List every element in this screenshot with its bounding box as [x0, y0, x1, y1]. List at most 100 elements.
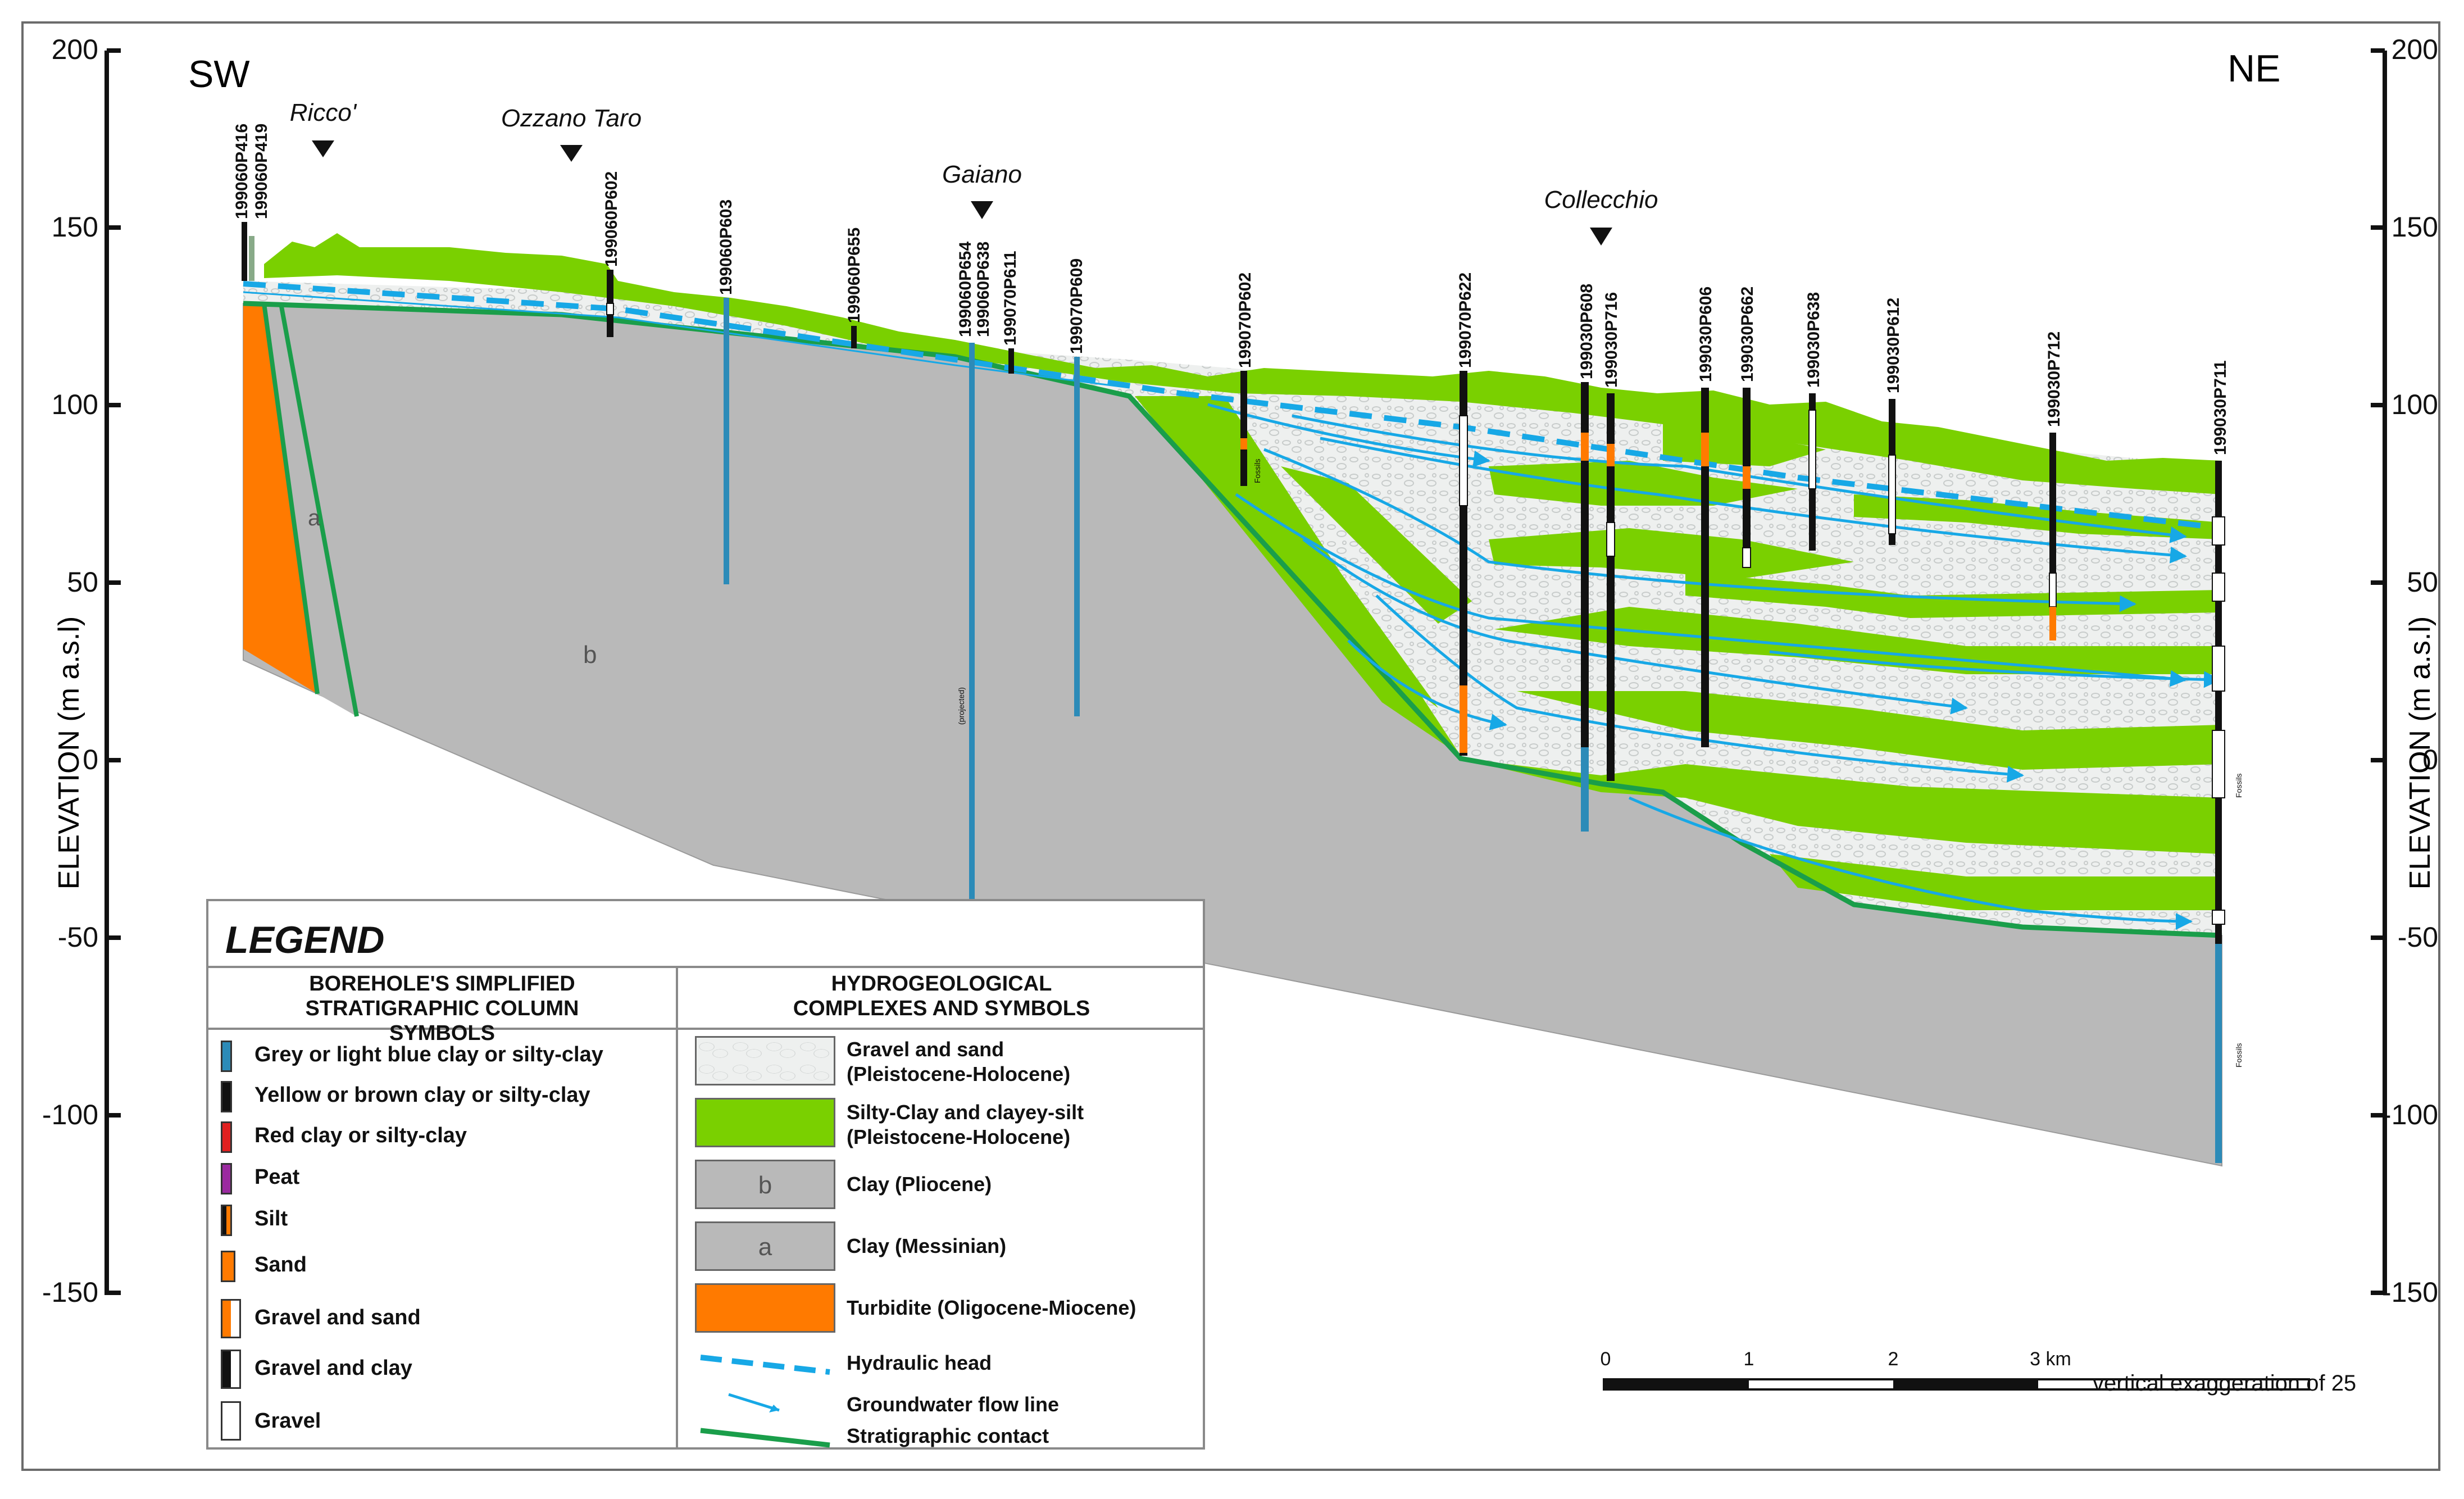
contact-symbol — [700, 1428, 830, 1448]
legend-item: Silt — [208, 1200, 675, 1239]
right-tick-minus150: -150 — [2382, 1277, 2438, 1308]
contact-messinian — [279, 303, 359, 717]
locality-collecchio: Collecchio — [1544, 186, 1658, 214]
locality-ozzano-taro: Ozzano Taro — [501, 105, 642, 132]
legend-item-label: Sand — [254, 1253, 307, 1277]
legend-item: a Clay (Messinian) — [678, 1217, 1205, 1279]
clay-pliocene-swatch: b — [695, 1160, 835, 1209]
legend-divider — [208, 966, 1203, 968]
legend-divider — [208, 1028, 1203, 1030]
scale-tick-0: 0 — [1601, 1348, 1611, 1370]
unit-label-b: b — [583, 641, 597, 669]
grey-clay-symbol — [221, 1041, 232, 1072]
borehole-label: 199070P602 — [1236, 272, 1254, 368]
borehole-label: 199030P608 — [1577, 284, 1596, 379]
legend-item-label: Grey or light blue clay or silty-clay — [254, 1043, 603, 1066]
figure-frame — [21, 21, 2440, 1471]
legend-item-label: Clay (Pliocene) — [847, 1173, 992, 1196]
legend-item: Stratigraphic contact — [678, 1418, 1205, 1452]
left-tick-100: 100 — [52, 389, 98, 420]
sand-symbol — [221, 1251, 235, 1282]
borehole-label: 199060P638 — [974, 242, 993, 337]
yellow-clay-symbol — [221, 1081, 232, 1112]
borehole-label: 199030P606 — [1697, 287, 1715, 382]
legend-item: Silty-Clay and clayey-silt (Pleistocene-… — [678, 1093, 1205, 1155]
clay-messinian-unit — [264, 303, 357, 716]
hydraulic-head-symbol — [700, 1355, 830, 1375]
flow-line-symbol — [728, 1393, 780, 1412]
right-tick-200: 200 — [2392, 34, 2438, 65]
hydraulic-head-line — [243, 281, 2222, 531]
thin-blue-band — [243, 291, 1130, 389]
silt-symbol — [221, 1205, 232, 1236]
swatch-letter: a — [758, 1233, 772, 1261]
right-tick-150: 150 — [2392, 211, 2438, 243]
legend-item-label-line: Silty-Clay and clayey-silt — [847, 1101, 1084, 1124]
legend-item: Gravel and sand (Pleistocene-Holocene) — [678, 1032, 1205, 1093]
borehole-label: 199060P419 — [252, 124, 271, 219]
turbidite-swatch — [695, 1283, 835, 1333]
scale-tick-3km: 3 km — [2030, 1348, 2071, 1370]
borehole-label: 199030P612 — [1884, 298, 1903, 393]
legend-item: Sand — [208, 1246, 675, 1285]
vertical-exaggeration-note: vertical exaggeration of 25 — [2093, 1371, 2356, 1396]
locality-ricco: Ricco' — [290, 99, 357, 126]
legend-item-label: Stratigraphic contact — [847, 1424, 1049, 1447]
right-tick-minus50: -50 — [2398, 921, 2438, 953]
scale-tick-1: 1 — [1744, 1348, 1754, 1370]
borehole-label: 199060P655 — [845, 228, 863, 323]
direction-ne: NE — [2227, 47, 2280, 90]
legend-item: Turbidite (Oligocene-Miocene) — [678, 1279, 1205, 1341]
silty-clay-lenses — [1135, 396, 2222, 910]
left-tick-50: 50 — [67, 566, 98, 598]
borehole-label: 199060P603 — [717, 199, 735, 295]
swatch-letter: b — [758, 1171, 772, 1199]
projected-note: (projected) — [957, 687, 966, 725]
legend-title: LEGEND — [225, 919, 385, 961]
legend-item-label: Silt — [254, 1207, 288, 1230]
legend-item: Gravel and clay — [208, 1345, 675, 1389]
silty-clay-surface-unit — [264, 233, 2222, 494]
peat-symbol — [221, 1163, 232, 1194]
left-tick-0: 0 — [83, 744, 98, 775]
borehole-label: 199030P716 — [1602, 292, 1621, 388]
legend-item: Red clay or silty-clay — [208, 1117, 675, 1156]
left-tick-150: 150 — [52, 211, 98, 243]
contact-turbidite — [262, 303, 320, 694]
stratigraphic-contact — [243, 301, 2222, 938]
borehole-label: 199030P638 — [1804, 292, 1823, 388]
legend-item-label: Gravel — [254, 1409, 321, 1433]
left-tick-minus150: -150 — [42, 1277, 98, 1308]
unit-label-a: a — [308, 506, 321, 530]
legend-item-label: Gravel and sand — [254, 1306, 421, 1329]
legend-item-label: Gravel and sand (Pleistocene-Holocene) — [847, 1037, 1070, 1087]
right-tick-minus100: -100 — [2382, 1099, 2438, 1130]
gravel-sand-swatch — [695, 1036, 835, 1085]
clay-messinian-swatch: a — [695, 1221, 835, 1271]
legend-divider — [676, 966, 678, 1450]
fossils-note: Fossils — [2234, 773, 2243, 798]
legend-item-label-line: Gravel and sand — [847, 1038, 1004, 1061]
gravel-sand-symbol — [221, 1299, 241, 1338]
right-tick-0: 0 — [2422, 744, 2438, 775]
legend-item-label: Clay (Messinian) — [847, 1234, 1007, 1257]
legend-item-label: Hydraulic head — [847, 1351, 992, 1374]
left-axis — [104, 48, 121, 1295]
right-axis — [2371, 48, 2387, 1295]
locality-markers — [312, 140, 1612, 246]
fossils-note: Fossils — [2234, 1043, 2243, 1068]
gravel-symbol — [221, 1401, 241, 1441]
legend-item-label-line: (Pleistocene-Holocene) — [847, 1125, 1071, 1148]
borehole-label: 199030P712 — [2045, 331, 2063, 427]
direction-sw: SW — [188, 53, 250, 96]
right-tick-50: 50 — [2407, 566, 2438, 598]
legend-right-header: HYDROGEOLOGICAL COMPLEXES AND SYMBOLS — [793, 972, 1090, 1020]
legend-left-header: BOREHOLE'S SIMPLIFIED STRATIGRAPHIC COLU… — [305, 972, 579, 1045]
legend-item-label: Peat — [254, 1165, 300, 1189]
scale-bar — [1603, 1378, 2310, 1391]
borehole-label: 199070P622 — [1456, 272, 1475, 368]
legend-item: Hydraulic head — [678, 1345, 1205, 1384]
borehole-columns — [242, 222, 2225, 1163]
borehole-label: 199030P662 — [1738, 287, 1757, 382]
